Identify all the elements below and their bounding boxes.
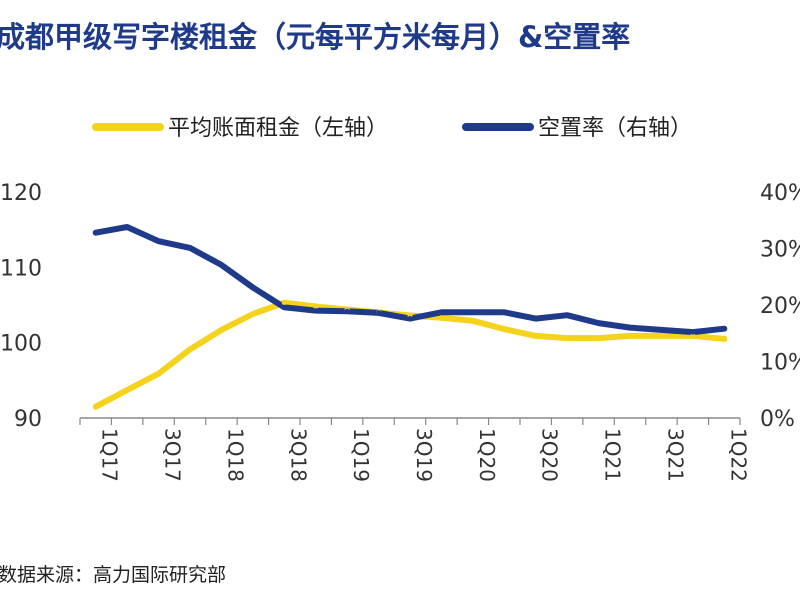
x-axis-ticks: 1Q17 3Q17 1Q18 3Q18 1Q19 3Q19 1Q20 3Q20 1Q21 3Q21… (98, 428, 751, 482)
vacancy-point (313, 308, 319, 314)
right-axis-tick-label: 20% (760, 294, 800, 319)
vacancy-point (501, 309, 507, 315)
vacancy-point (721, 326, 727, 332)
left-axis-tick-label: 120 (0, 181, 42, 206)
x-tick-label: 1Q18 (223, 428, 247, 482)
rent-point (690, 333, 696, 339)
vacancy-point (690, 329, 696, 335)
vacancy-point (187, 245, 193, 251)
right-axis-tick-label: 30% (760, 238, 800, 263)
rent-point (124, 387, 130, 393)
x-tick-label: 1Q22 (726, 428, 750, 482)
vacancy-point (93, 230, 99, 236)
vacancy-point (376, 310, 382, 316)
vacancy-point (533, 316, 539, 322)
legend-label-vacancy: 空置率（右轴） (538, 116, 692, 141)
legend-label-rent: 平均账面租金（左轴） (168, 116, 388, 141)
x-tick-label: 3Q20 (538, 428, 562, 482)
rent-point (156, 371, 162, 377)
vacancy-point (658, 327, 664, 333)
vacancy-point (124, 224, 130, 230)
right-axis-tick-label: 0% (760, 407, 795, 432)
rent-point (533, 333, 539, 339)
right-axis-tick-label: 10% (760, 351, 800, 376)
vacancy-point (281, 304, 287, 310)
vacancy-point (344, 308, 350, 314)
vacancy-point (627, 325, 633, 331)
left-axis-ticks: 90 100 110 120 (0, 181, 42, 432)
vacancy-point (250, 284, 256, 290)
source-note: 数据来源：高力国际研究部 (0, 564, 227, 586)
x-tick-label: 3Q18 (286, 428, 310, 482)
rent-point (501, 326, 507, 332)
rent-point (470, 318, 476, 324)
x-tick-label: 1Q17 (98, 428, 122, 482)
x-tick-label: 1Q19 (349, 428, 373, 482)
series-lines (92, 224, 728, 410)
x-tick-label: 1Q21 (601, 428, 625, 482)
chart-title: 成都甲级写字楼租金（元每平方米每月）&空置率 (0, 20, 631, 54)
vacancy-point (156, 238, 162, 244)
vacancy-point (218, 262, 224, 268)
right-axis-tick-label: 40% (760, 181, 800, 206)
x-tick-label: 1Q20 (475, 428, 499, 482)
left-axis-tick-label: 110 (0, 256, 42, 281)
rent-point (281, 300, 287, 306)
rent-point (218, 327, 224, 333)
x-tick-label: 3Q17 (161, 428, 185, 482)
vacancy-point (596, 320, 602, 326)
x-tick-label: 3Q19 (412, 428, 436, 482)
rent-point (93, 404, 99, 410)
x-tick-label: 3Q21 (663, 428, 687, 482)
left-axis-tick-label: 90 (14, 407, 42, 432)
rent-point (721, 336, 727, 342)
vacancy-point (438, 309, 444, 315)
rent-point (250, 311, 256, 317)
axes (79, 417, 741, 425)
rent-point (596, 335, 602, 341)
left-axis-tick-label: 100 (0, 332, 42, 357)
vacancy-point (564, 312, 570, 318)
legend: 平均账面租金（左轴） 空置率（右轴） (92, 116, 692, 141)
rent-point (564, 335, 570, 341)
vacancy-point (470, 309, 476, 315)
rent-point (438, 315, 444, 321)
rent-point (187, 346, 193, 352)
right-axis-ticks: 0% 10% 20% 30% 40% (760, 181, 800, 432)
rent-point (627, 333, 633, 339)
vacancy-point (407, 316, 413, 322)
rent-point (658, 333, 664, 339)
rent-point (313, 304, 319, 310)
